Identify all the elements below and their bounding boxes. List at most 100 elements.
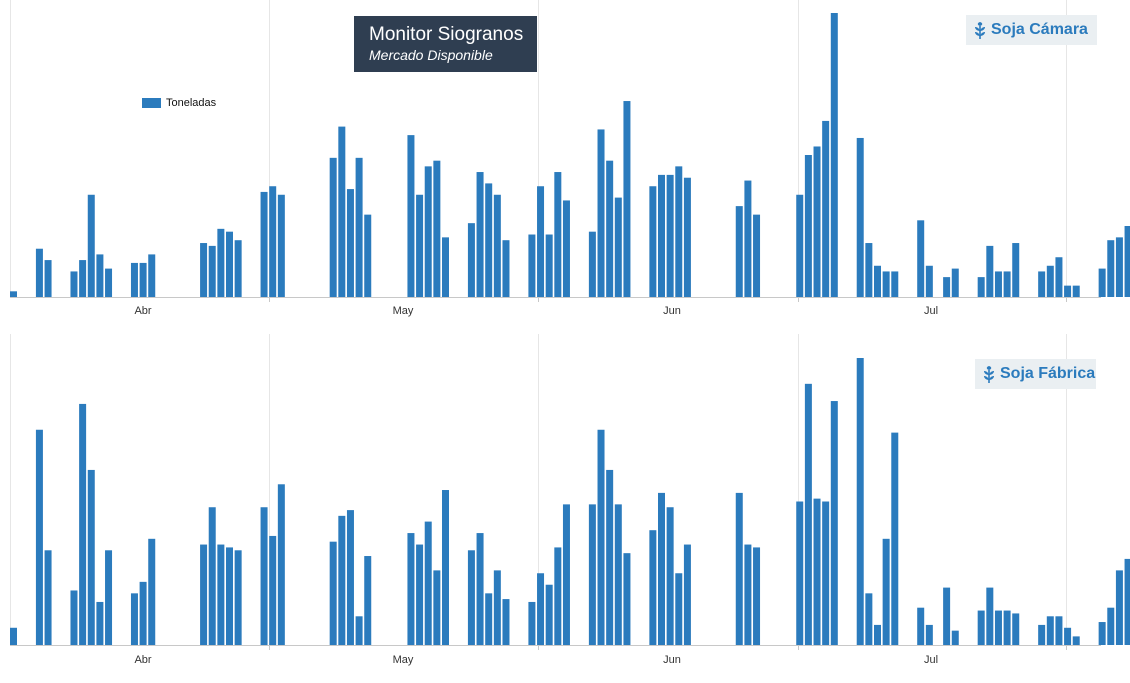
bar <box>200 243 208 297</box>
bar <box>433 160 441 297</box>
soja-fabrica-badge: Soja Fábrica <box>975 359 1096 389</box>
bar <box>208 507 216 645</box>
bar <box>554 172 562 297</box>
bar <box>329 157 337 297</box>
bar <box>951 630 959 645</box>
bar <box>217 544 225 645</box>
bar <box>416 544 424 645</box>
bar <box>1124 226 1130 297</box>
bar <box>70 590 78 645</box>
bar <box>1012 613 1020 645</box>
bar <box>683 177 691 297</box>
bar <box>1055 616 1063 645</box>
x-tick-label: Jun <box>663 654 681 666</box>
bar <box>407 533 415 645</box>
bar <box>796 194 804 297</box>
bar <box>234 240 242 297</box>
badge-label: Soja Fábrica <box>1000 365 1096 382</box>
bar <box>545 584 553 645</box>
bar <box>822 501 830 645</box>
bar <box>424 166 432 297</box>
bar <box>666 174 674 297</box>
bar <box>130 593 138 645</box>
bar <box>1107 240 1115 297</box>
bar <box>87 194 95 297</box>
bar <box>943 277 951 297</box>
bar <box>148 538 156 645</box>
bar <box>10 627 17 645</box>
bar <box>891 432 899 645</box>
x-tick-label: Jun <box>663 305 681 317</box>
wheat-icon <box>984 365 994 383</box>
bar <box>796 501 804 645</box>
soja-camara-badge: Soja Cámara <box>966 15 1097 45</box>
bar <box>1064 627 1072 645</box>
bar <box>87 469 95 645</box>
bar <box>830 401 838 645</box>
bar <box>485 183 493 297</box>
bar <box>994 271 1002 297</box>
bar <box>865 593 873 645</box>
bar <box>623 553 631 645</box>
bar <box>269 186 277 297</box>
bar <box>10 291 17 297</box>
bar <box>416 194 424 297</box>
bar <box>1003 271 1011 297</box>
bar <box>649 186 657 297</box>
bar <box>442 490 449 645</box>
bar <box>79 403 87 645</box>
bar <box>277 484 285 645</box>
bar <box>79 260 87 297</box>
bar <box>260 191 268 297</box>
bar <box>226 231 233 297</box>
x-tick-label: Jul <box>924 305 938 317</box>
bar <box>1098 622 1106 645</box>
bar <box>493 570 501 645</box>
bar <box>346 510 354 645</box>
bar <box>105 268 113 297</box>
bar <box>1064 285 1072 297</box>
bar <box>683 544 691 645</box>
bar <box>614 197 622 297</box>
x-tick-label: May <box>393 305 414 317</box>
bar <box>105 550 113 645</box>
bar <box>364 214 372 297</box>
bar <box>355 616 363 645</box>
bar <box>917 607 925 645</box>
bar <box>1124 558 1130 645</box>
bar <box>1003 610 1011 645</box>
bar <box>830 13 838 297</box>
bar <box>554 547 562 645</box>
bar <box>44 550 52 645</box>
bar <box>597 129 605 297</box>
bar <box>528 234 536 297</box>
bar <box>329 541 337 645</box>
bar <box>96 254 104 297</box>
bar <box>856 358 864 645</box>
bar <box>1046 616 1054 645</box>
bar <box>467 550 475 645</box>
chart-title-box: Monitor Siogranos Mercado Disponible <box>354 16 537 72</box>
bar <box>822 120 830 297</box>
x-tick-label: Abr <box>134 654 151 666</box>
bar <box>476 172 484 297</box>
bar <box>200 544 208 645</box>
bar <box>675 573 683 645</box>
bar <box>623 101 631 297</box>
chart-title: Monitor Siogranos <box>369 24 524 45</box>
bar <box>588 504 596 645</box>
bar <box>874 265 881 297</box>
bar <box>1038 624 1046 645</box>
bar <box>537 186 545 297</box>
bar <box>139 581 147 645</box>
bar <box>234 550 242 645</box>
bar <box>338 515 346 645</box>
bar <box>994 610 1002 645</box>
bar <box>485 593 493 645</box>
bar <box>649 530 657 645</box>
bar <box>433 570 441 645</box>
bar <box>925 624 933 645</box>
legend[interactable]: Toneladas <box>142 97 216 109</box>
wheat-icon <box>975 21 985 39</box>
